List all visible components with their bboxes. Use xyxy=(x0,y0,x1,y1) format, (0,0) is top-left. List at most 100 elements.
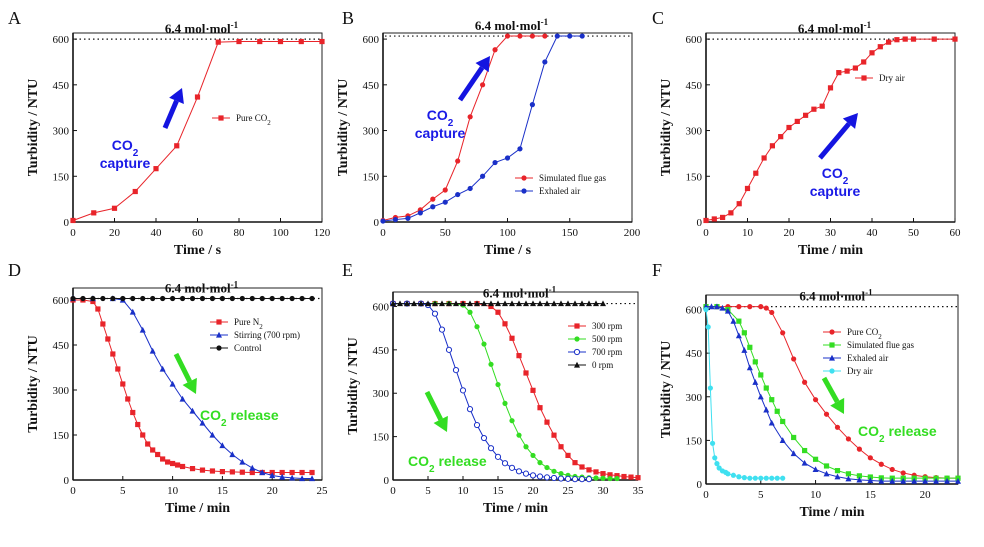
marker xyxy=(955,477,961,484)
marker xyxy=(543,474,551,481)
y-axis-label: Turbidity / NTU xyxy=(26,335,41,433)
marker xyxy=(502,321,508,327)
series-control xyxy=(70,295,315,302)
marker xyxy=(911,477,918,484)
marker xyxy=(439,300,445,307)
legend-entry: 500 rpm xyxy=(592,334,622,344)
annotation: CO2 release xyxy=(821,376,937,445)
legend-entry: Stirring (700 rpm) xyxy=(234,330,300,340)
marker xyxy=(504,155,511,161)
marker xyxy=(790,450,797,457)
arrow-head xyxy=(433,415,448,432)
marker xyxy=(778,134,784,140)
legend-entry: 700 rpm xyxy=(592,347,622,357)
marker xyxy=(442,187,448,193)
marker xyxy=(900,477,907,484)
marker xyxy=(573,348,581,356)
marker xyxy=(111,205,118,211)
marker xyxy=(80,295,86,302)
series-0-rpm xyxy=(390,300,606,307)
marker xyxy=(467,300,473,307)
x-tick-label: 5 xyxy=(120,485,126,497)
marker xyxy=(174,143,180,149)
marker xyxy=(836,70,842,76)
marker xyxy=(537,300,543,307)
marker xyxy=(763,406,770,413)
x-tick-label: 50 xyxy=(440,227,452,239)
marker xyxy=(474,324,480,330)
y-tick-label: 0 xyxy=(384,475,390,487)
x-tick-label: 5 xyxy=(425,485,431,497)
marker xyxy=(487,445,495,452)
legend-entry: Exhaled air xyxy=(847,353,888,363)
x-tick-label: 40 xyxy=(151,227,163,239)
marker xyxy=(523,300,529,307)
marker xyxy=(551,300,557,307)
marker xyxy=(779,437,786,443)
marker xyxy=(90,298,96,305)
marker xyxy=(516,432,522,438)
x-tick-label: 60 xyxy=(950,227,962,239)
marker xyxy=(845,471,852,477)
marker xyxy=(544,464,550,471)
marker xyxy=(574,361,580,368)
y-tick-label: 450 xyxy=(686,348,703,360)
marker xyxy=(159,365,166,372)
marker xyxy=(425,300,431,307)
marker xyxy=(480,434,488,442)
marker xyxy=(269,295,275,302)
x-tick-label: 10 xyxy=(458,485,470,497)
marker xyxy=(724,307,731,314)
x-tick-label: 5 xyxy=(758,489,764,501)
x-tick-label: 35 xyxy=(633,485,645,497)
marker xyxy=(571,476,579,483)
x-tick-label: 20 xyxy=(784,227,796,239)
annotation-text: CO2 release xyxy=(200,407,279,429)
marker xyxy=(467,309,473,315)
x-tick-label: 20 xyxy=(920,489,932,501)
marker xyxy=(130,295,136,302)
y-tick-label: 300 xyxy=(373,388,390,400)
marker xyxy=(432,300,438,307)
marker xyxy=(736,474,742,480)
legend-entry: Control xyxy=(234,343,262,353)
marker xyxy=(572,300,578,307)
marker xyxy=(829,354,835,361)
y-axis-label: Turbidity / NTU xyxy=(659,79,674,177)
marker xyxy=(902,36,908,42)
marker xyxy=(565,452,571,459)
y-tick-label: 450 xyxy=(363,80,380,92)
marker xyxy=(279,473,286,480)
marker xyxy=(780,475,786,481)
marker xyxy=(174,462,181,468)
marker xyxy=(70,217,76,224)
marker xyxy=(744,185,751,192)
marker xyxy=(621,473,627,480)
marker xyxy=(466,406,474,413)
marker xyxy=(474,300,480,307)
marker xyxy=(735,332,742,339)
marker xyxy=(574,336,580,342)
marker xyxy=(517,146,523,152)
marker xyxy=(933,477,940,484)
marker xyxy=(110,351,116,357)
marker xyxy=(711,216,717,222)
y-tick-label: 150 xyxy=(53,430,70,442)
y-tick-label: 450 xyxy=(686,80,703,92)
marker xyxy=(523,444,529,450)
marker xyxy=(480,173,486,179)
legend-entry: Simulated flue gas xyxy=(539,173,606,183)
marker xyxy=(607,472,613,478)
legend-entry: Exhaled air xyxy=(539,186,580,196)
marker xyxy=(542,33,548,39)
marker xyxy=(544,300,550,307)
marker xyxy=(769,397,775,403)
marker xyxy=(199,467,206,473)
panel-letter: B xyxy=(342,8,354,28)
marker xyxy=(536,473,544,480)
legend: Dry air xyxy=(855,73,905,83)
marker xyxy=(100,321,106,327)
x-axis-label: Time / s xyxy=(484,243,532,258)
marker xyxy=(712,455,718,461)
